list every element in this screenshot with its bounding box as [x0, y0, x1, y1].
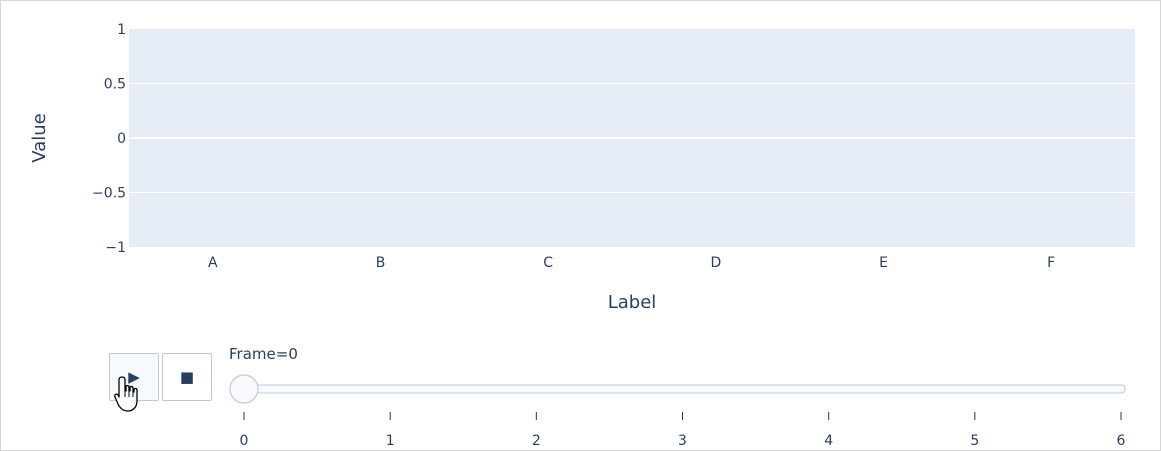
y-tick-label: 0 — [117, 131, 126, 147]
frame-slider-label: Frame=0 — [229, 345, 298, 363]
slider-tick-label[interactable]: 4 — [824, 433, 833, 449]
slider-tick-label[interactable]: 0 — [240, 433, 249, 449]
play-button[interactable]: ▶ — [109, 353, 159, 401]
slider-tick-label[interactable]: 3 — [678, 433, 687, 449]
slider-tick-label[interactable]: 6 — [1117, 433, 1126, 449]
x-tick-label: E — [879, 255, 888, 271]
x-tick-label: D — [710, 255, 721, 271]
x-tick-labels: A B C D E F — [208, 255, 1055, 271]
slider-tick-label[interactable]: 2 — [532, 433, 541, 449]
y-tick-label: −0.5 — [92, 186, 126, 202]
x-tick-label: A — [208, 255, 218, 271]
x-axis-title: Label — [608, 292, 657, 313]
slider-current-value: 0 — [288, 345, 298, 363]
slider-tick-label[interactable]: 1 — [386, 433, 395, 449]
y-tick-label: −1 — [105, 240, 126, 256]
animation-controls: ▶ ■ — [109, 353, 212, 401]
frame-slider-handle[interactable] — [229, 374, 259, 404]
grid-lines — [129, 83, 1135, 193]
y-tick-label: 1 — [117, 22, 126, 38]
x-tick-label: F — [1047, 255, 1055, 271]
frame-slider-ticks: 0 1 2 3 4 5 6 — [240, 412, 1126, 449]
y-tick-labels: 1 0.5 0 −0.5 −1 — [92, 22, 126, 256]
slider-tick-label[interactable]: 5 — [970, 433, 979, 449]
y-axis-title: Value — [29, 113, 50, 162]
y-tick-label: 0.5 — [104, 77, 126, 93]
x-tick-label: B — [376, 255, 386, 271]
slider-prefix: Frame= — [229, 345, 289, 363]
frame-slider-track[interactable] — [236, 384, 1126, 394]
stop-button[interactable]: ■ — [162, 353, 212, 401]
x-tick-label: C — [543, 255, 553, 271]
